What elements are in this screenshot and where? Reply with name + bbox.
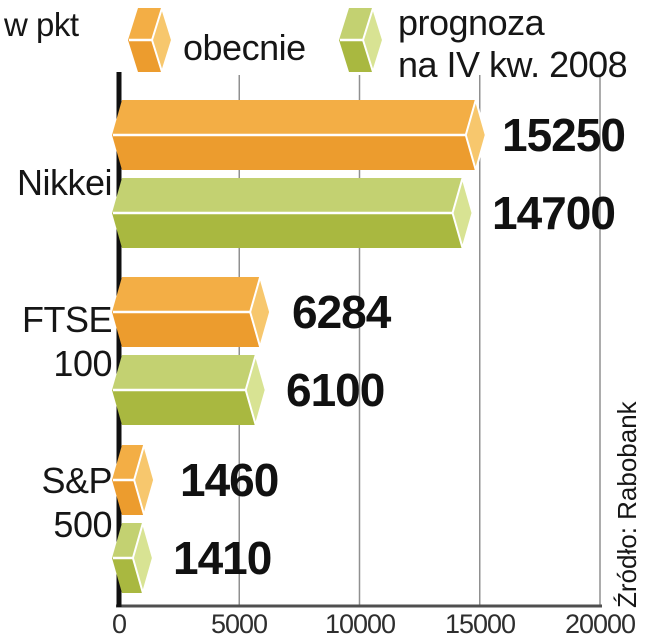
- legend-forecast-line1: prognoza: [398, 2, 545, 43]
- x-tick-10000: 10000: [324, 609, 396, 639]
- bar-nikkei-obecnie-top-face: [112, 100, 476, 135]
- bar-nikkei-obecnie-front-face: [112, 135, 476, 170]
- value-label-nikkei-forecast: 14700: [492, 187, 616, 239]
- legend-marker-forecast-end-cap: [362, 7, 384, 73]
- category-label-ftse-line1: FTSE: [21, 299, 113, 340]
- category-label-sp-line2: 500: [53, 504, 112, 545]
- category-label-sp-500: S&P 500: [0, 459, 112, 547]
- x-tick-0: 0: [111, 609, 127, 639]
- value-label-sp-current: 1460: [180, 454, 279, 506]
- x-tick-15000: 15000: [444, 609, 516, 639]
- bar-s-p-500-prognoza-end-cap: [131, 522, 154, 594]
- category-label-nikkei: Nikkei: [0, 161, 113, 205]
- bar-ftse-100-prognoza-top-face: [112, 355, 256, 390]
- legend-label-forecast: prognoza na IV kw. 2008: [398, 2, 628, 86]
- bar-ftse-100-prognoza-front-face: [112, 390, 256, 425]
- bar-ftse-100-obecnie-end-cap: [249, 276, 272, 348]
- category-label-nikkei-line1: Nikkei: [16, 162, 113, 203]
- bar-nikkei-obecnie-end-cap: [464, 99, 487, 171]
- bar-nikkei-prognoza-top-face: [112, 178, 463, 213]
- legend-label-current: obecnie: [183, 27, 306, 68]
- unit-label: w pkt: [4, 6, 79, 43]
- bar-ftse-100-obecnie-top-face: [112, 277, 261, 312]
- legend-forecast-line2: na IV kw. 2008: [398, 44, 628, 85]
- value-label-ftse-forecast: 6100: [286, 364, 385, 416]
- x-tick-20000: 20000: [564, 609, 636, 639]
- legend-marker-current-end-cap: [151, 7, 173, 73]
- value-label-ftse-current: 6284: [292, 286, 391, 338]
- source-credit: Źródło: Rabobank: [612, 401, 642, 608]
- bar-nikkei-prognoza-front-face: [112, 213, 463, 248]
- bar-ftse-100-obecnie-front-face: [112, 312, 261, 347]
- category-label-ftse-100: FTSE 100: [0, 298, 113, 386]
- value-label-nikkei-current: 15250: [502, 109, 626, 161]
- x-tick-5000: 5000: [210, 609, 268, 639]
- category-label-sp-line1: S&P: [41, 460, 112, 501]
- category-label-ftse-line2: 100: [53, 343, 112, 384]
- value-label-sp-forecast: 1410: [173, 532, 272, 584]
- bar-s-p-500-obecnie-end-cap: [133, 444, 156, 516]
- bar-nikkei-prognoza-end-cap: [451, 177, 474, 249]
- bar-ftse-100-prognoza-end-cap: [244, 354, 267, 426]
